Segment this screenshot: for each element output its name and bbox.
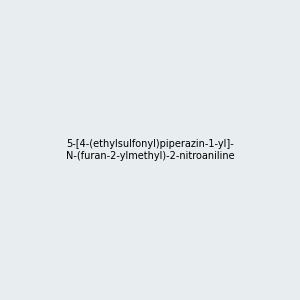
Text: 5-[4-(ethylsulfonyl)piperazin-1-yl]-
N-(furan-2-ylmethyl)-2-nitroaniline: 5-[4-(ethylsulfonyl)piperazin-1-yl]- N-(… [66,139,234,161]
